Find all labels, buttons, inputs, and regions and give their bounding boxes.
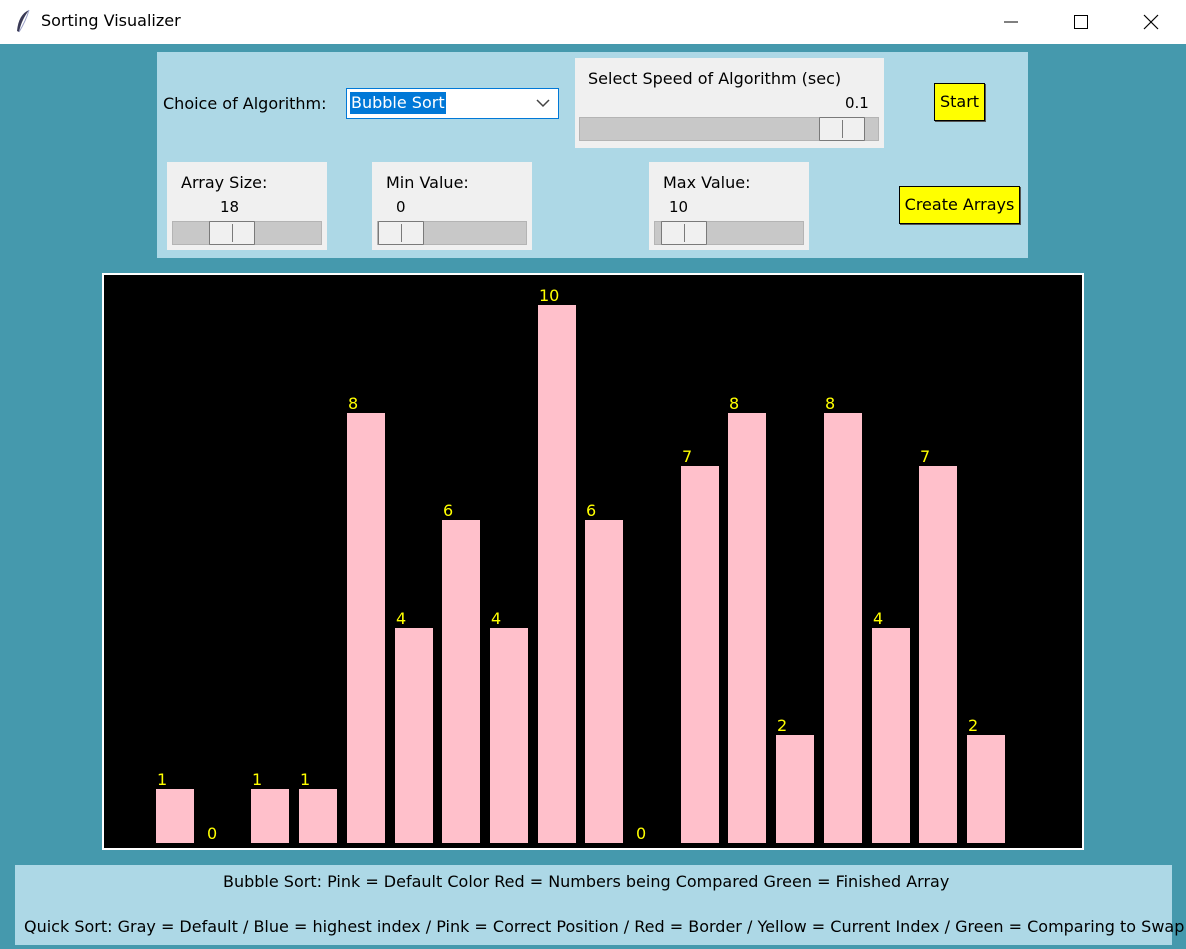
speed-slider-handle[interactable] — [819, 117, 865, 141]
bar-8 — [490, 628, 528, 843]
window-title: Sorting Visualizer — [41, 11, 181, 30]
create-arrays-button[interactable]: Create Arrays — [899, 186, 1020, 224]
bar-label-1: 1 — [157, 770, 168, 789]
bar-label-2: 0 — [207, 824, 218, 843]
bar-label-7: 6 — [443, 501, 454, 520]
bar-6 — [395, 628, 433, 843]
bar-4 — [299, 789, 337, 843]
bar-9 — [538, 305, 576, 843]
max-value-label: Max Value: — [663, 173, 751, 192]
start-button[interactable]: Start — [934, 83, 985, 121]
bar-label-11: 0 — [636, 824, 647, 843]
min-value-slider[interactable] — [377, 221, 527, 245]
min-value-scale-box: Min Value: 0 — [372, 162, 532, 250]
close-button[interactable] — [1116, 0, 1186, 44]
max-value-slider-handle[interactable] — [661, 221, 707, 245]
bar-15 — [824, 413, 862, 843]
bar-17 — [919, 466, 957, 843]
array-size-value: 18 — [220, 198, 240, 216]
bar-16 — [872, 628, 910, 843]
chevron-down-icon — [536, 99, 550, 108]
array-size-label: Array Size: — [181, 173, 268, 192]
maximize-icon — [1074, 15, 1088, 29]
bar-label-13: 8 — [729, 394, 740, 413]
bar-label-8: 4 — [491, 609, 502, 628]
bar-1 — [156, 789, 194, 843]
bar-label-10: 6 — [586, 501, 597, 520]
bar-label-6: 4 — [396, 609, 407, 628]
bar-label-15: 8 — [825, 394, 836, 413]
bar-3 — [251, 789, 289, 843]
bar-label-5: 8 — [348, 394, 359, 413]
bar-label-14: 2 — [777, 716, 788, 735]
array-size-slider[interactable] — [172, 221, 322, 245]
max-value-slider[interactable] — [654, 221, 804, 245]
control-panel: Choice of Algorithm: Bubble Sort Select … — [157, 52, 1028, 258]
speed-label: Select Speed of Algorithm (sec) — [588, 69, 842, 88]
bar-5 — [347, 413, 385, 843]
bar-label-17: 7 — [920, 447, 931, 466]
speed-value: 0.1 — [845, 94, 869, 112]
minimize-button[interactable] — [976, 0, 1046, 44]
minimize-icon — [1004, 21, 1018, 23]
bar-12 — [681, 466, 719, 843]
max-value-scale-box: Max Value: 10 — [649, 162, 809, 250]
algorithm-select[interactable]: Bubble Sort — [346, 88, 559, 119]
color-legend: Bubble Sort: Pink = Default Color Red = … — [15, 865, 1184, 945]
algorithm-selected-value: Bubble Sort — [350, 92, 446, 114]
bar-10 — [585, 520, 623, 843]
feather-icon — [17, 9, 30, 33]
array-size-slider-handle[interactable] — [209, 221, 255, 245]
bar-label-4: 1 — [300, 770, 311, 789]
speed-scale-box: Select Speed of Algorithm (sec) 0.1 — [575, 58, 884, 148]
min-value-value: 0 — [396, 198, 406, 216]
bar-label-16: 4 — [873, 609, 884, 628]
bar-7 — [442, 520, 480, 843]
bar-label-9: 10 — [539, 286, 560, 305]
bubble-sort-legend: Bubble Sort: Pink = Default Color Red = … — [223, 872, 950, 891]
bar-13 — [728, 413, 766, 843]
bar-label-12: 7 — [682, 447, 693, 466]
max-value-value: 10 — [669, 198, 689, 216]
quick-sort-legend: Quick Sort: Gray = Default / Blue = high… — [24, 917, 1185, 936]
speed-slider[interactable] — [579, 117, 879, 141]
array-size-scale-box: Array Size: 18 — [167, 162, 327, 250]
bar-14 — [776, 735, 814, 843]
maximize-button[interactable] — [1046, 0, 1116, 44]
min-value-slider-handle[interactable] — [378, 221, 424, 245]
title-bar: Sorting Visualizer — [0, 0, 1186, 44]
bar-label-3: 1 — [252, 770, 263, 789]
bar-label-18: 2 — [968, 716, 979, 735]
close-icon — [1143, 14, 1159, 30]
min-value-label: Min Value: — [386, 173, 469, 192]
bar-18 — [967, 735, 1005, 843]
algorithm-label: Choice of Algorithm: — [163, 94, 327, 113]
bar-chart-canvas: 1 0 1 1 8 4 6 4 10 6 0 7 8 2 8 4 7 2 — [102, 273, 1084, 850]
